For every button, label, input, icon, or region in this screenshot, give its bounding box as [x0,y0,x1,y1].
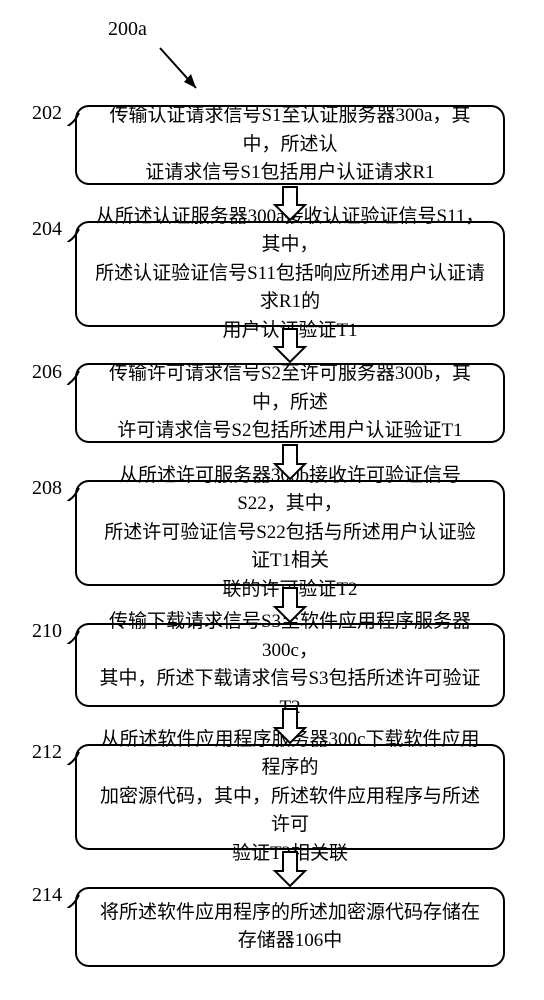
pointer-arrow [150,42,220,102]
flow-step-text: 传输下载请求信号S3至软件应用程序服务器300c， 其中，所述下载请求信号S3包… [95,608,485,722]
flow-step-ref: 204 [32,218,62,241]
flow-step-box: 将所述软件应用程序的所述加密源代码存储在 存储器106中 [75,887,505,967]
flow-step-text: 从所述许可服务器300b接收许可验证信号S22，其中， 所述许可验证信号S22包… [95,462,485,605]
figure-ref-label: 200a [108,18,147,41]
flow-step-ref: 210 [32,620,62,643]
flow-step-ref: 212 [32,741,62,764]
flow-connector-arrow [272,707,308,744]
flow-step-text: 从所述认证服务器300a接收认证验证信号S11，其中， 所述认证验证信号S11包… [95,203,485,346]
flow-step-box: 从所述软件应用程序服务器300c下载软件应用程序的 加密源代码，其中，所述软件应… [75,744,505,850]
flow-step-box: 从所述许可服务器300b接收许可验证信号S22，其中， 所述许可验证信号S22包… [75,480,505,586]
flow-connector-arrow [272,185,308,221]
flow-step-box: 从所述认证服务器300a接收认证验证信号S11，其中， 所述认证验证信号S11包… [75,221,505,327]
flow-step-ref: 208 [32,477,62,500]
flow-step-text: 将所述软件应用程序的所述加密源代码存储在 存储器106中 [100,899,480,956]
flow-step-ref: 202 [32,102,62,125]
flow-step-box: 传输许可请求信号S2至许可服务器300b，其中，所述 许可请求信号S2包括所述用… [75,363,505,443]
flow-connector-arrow [272,850,308,887]
flow-step-ref: 214 [32,884,62,907]
flow-step-text: 传输认证请求信号S1至认证服务器300a，其中，所述认 证请求信号S1包括用户认… [95,102,485,188]
flowchart-canvas: 200a 传输认证请求信号S1至认证服务器300a，其中，所述认 证请求信号S1… [0,0,544,1000]
flow-step-box: 传输认证请求信号S1至认证服务器300a，其中，所述认 证请求信号S1包括用户认… [75,105,505,185]
flow-step-text: 传输许可请求信号S2至许可服务器300b，其中，所述 许可请求信号S2包括所述用… [95,360,485,446]
flow-connector-arrow [272,586,308,623]
flow-step-box: 传输下载请求信号S3至软件应用程序服务器300c， 其中，所述下载请求信号S3包… [75,623,505,707]
flow-connector-arrow [272,443,308,480]
flow-step-text: 从所述软件应用程序服务器300c下载软件应用程序的 加密源代码，其中，所述软件应… [95,726,485,869]
flow-step-ref: 206 [32,361,62,384]
flow-connector-arrow [272,327,308,363]
